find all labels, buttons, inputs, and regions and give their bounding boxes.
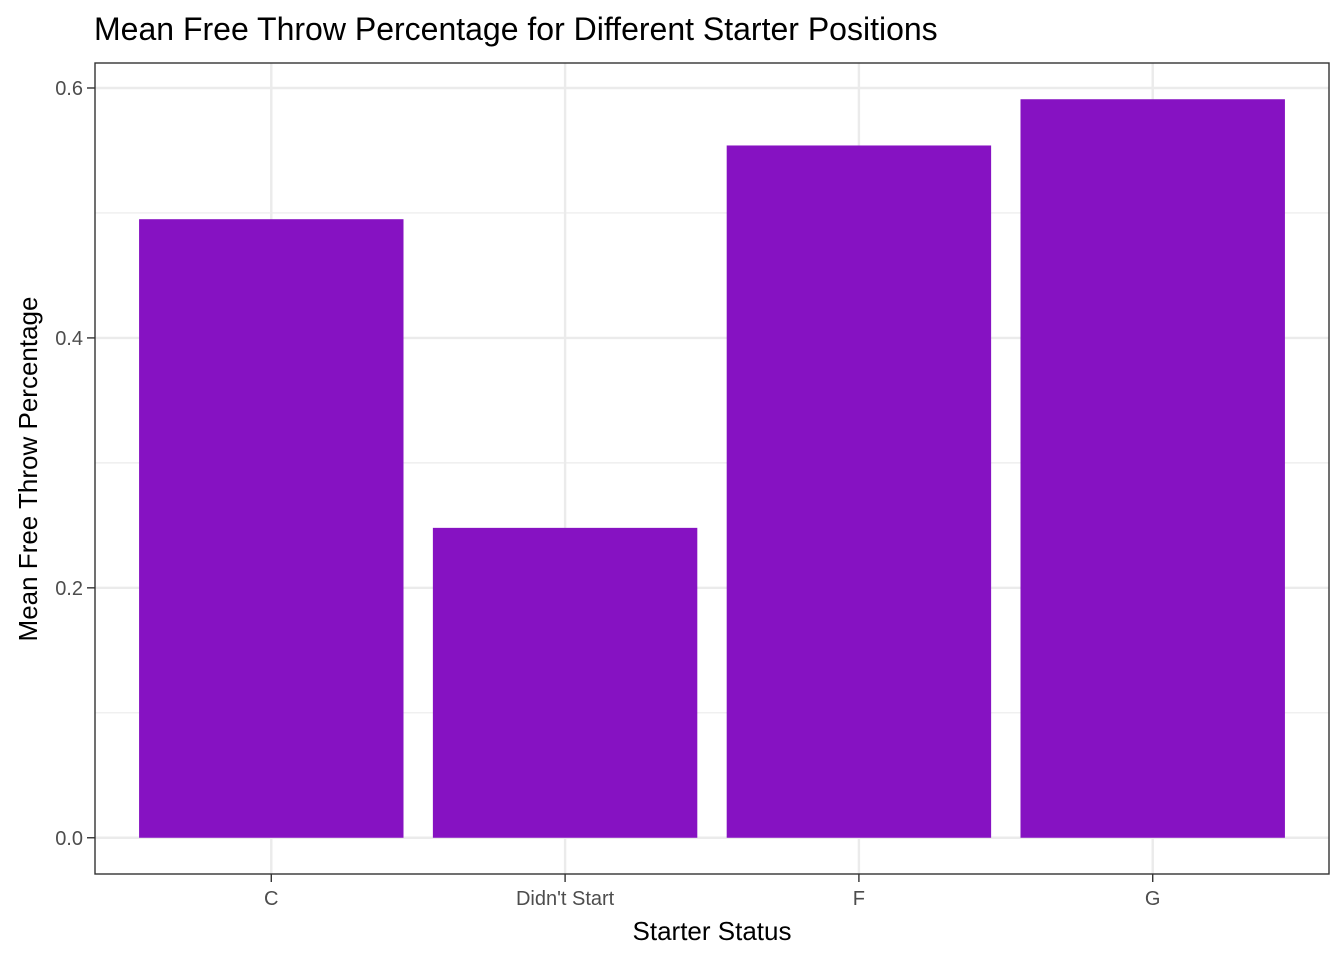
- x-tick-label: C: [264, 888, 278, 910]
- x-tick-label: Didn't Start: [516, 888, 615, 910]
- y-tick-label: 0.2: [55, 578, 83, 600]
- bar-c: [139, 219, 404, 838]
- panel-border: [94, 62, 1330, 875]
- y-axis-title: Mean Free Throw Percentage: [13, 297, 43, 642]
- bar-g: [1020, 99, 1285, 838]
- y-tick-label: 0.0: [55, 828, 83, 850]
- y-tick-label: 0.6: [55, 78, 83, 100]
- x-tick-label: F: [853, 888, 865, 910]
- chart-title: Mean Free Throw Percentage for Different…: [94, 11, 938, 47]
- y-tick-label: 0.4: [55, 328, 83, 350]
- x-axis-title: Starter Status: [633, 916, 792, 946]
- bar-f: [726, 145, 992, 838]
- x-tick-label: G: [1145, 888, 1161, 910]
- plot-area: 0.0 0.2 0.4 0.6 C Didn't Start F G: [55, 62, 1330, 910]
- bar-didn-t-start: [432, 527, 698, 838]
